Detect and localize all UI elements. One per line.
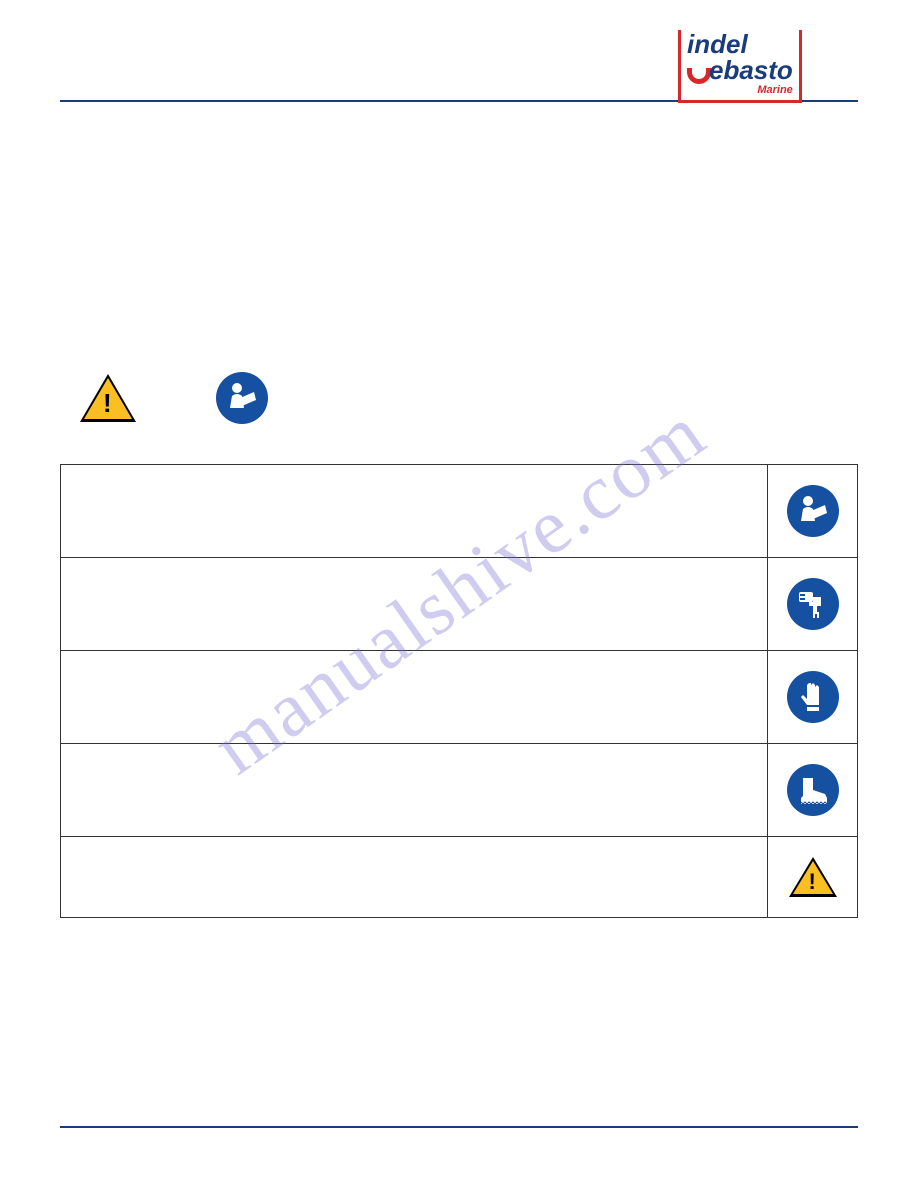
table-row <box>61 744 858 837</box>
brand-logo: indel ebasto Marine <box>678 30 858 90</box>
warning-icon <box>80 374 136 422</box>
row-text <box>61 651 768 744</box>
disconnect-power-icon <box>787 578 839 630</box>
gloves-icon <box>787 671 839 723</box>
row-text <box>61 837 768 918</box>
row-text <box>61 744 768 837</box>
row-icon-cell <box>768 465 858 558</box>
row-icon-cell <box>768 744 858 837</box>
logo-arc <box>687 68 711 84</box>
row-icon-cell <box>768 651 858 744</box>
table-row <box>61 651 858 744</box>
logo-line2: ebasto <box>709 55 793 85</box>
row-text <box>61 558 768 651</box>
warning-icon <box>789 857 837 897</box>
row-text <box>61 465 768 558</box>
footer-divider <box>60 1126 858 1128</box>
logo-sub: Marine <box>687 84 793 96</box>
table-row <box>61 837 858 918</box>
safety-table <box>60 464 858 918</box>
read-manual-icon <box>216 372 268 424</box>
row-icon-cell <box>768 558 858 651</box>
safety-boots-icon <box>787 764 839 816</box>
row-icon-cell <box>768 837 858 918</box>
page-content <box>60 372 858 918</box>
table-row <box>61 465 858 558</box>
table-row <box>61 558 858 651</box>
read-manual-icon <box>787 485 839 537</box>
inline-icon-row <box>80 372 858 424</box>
